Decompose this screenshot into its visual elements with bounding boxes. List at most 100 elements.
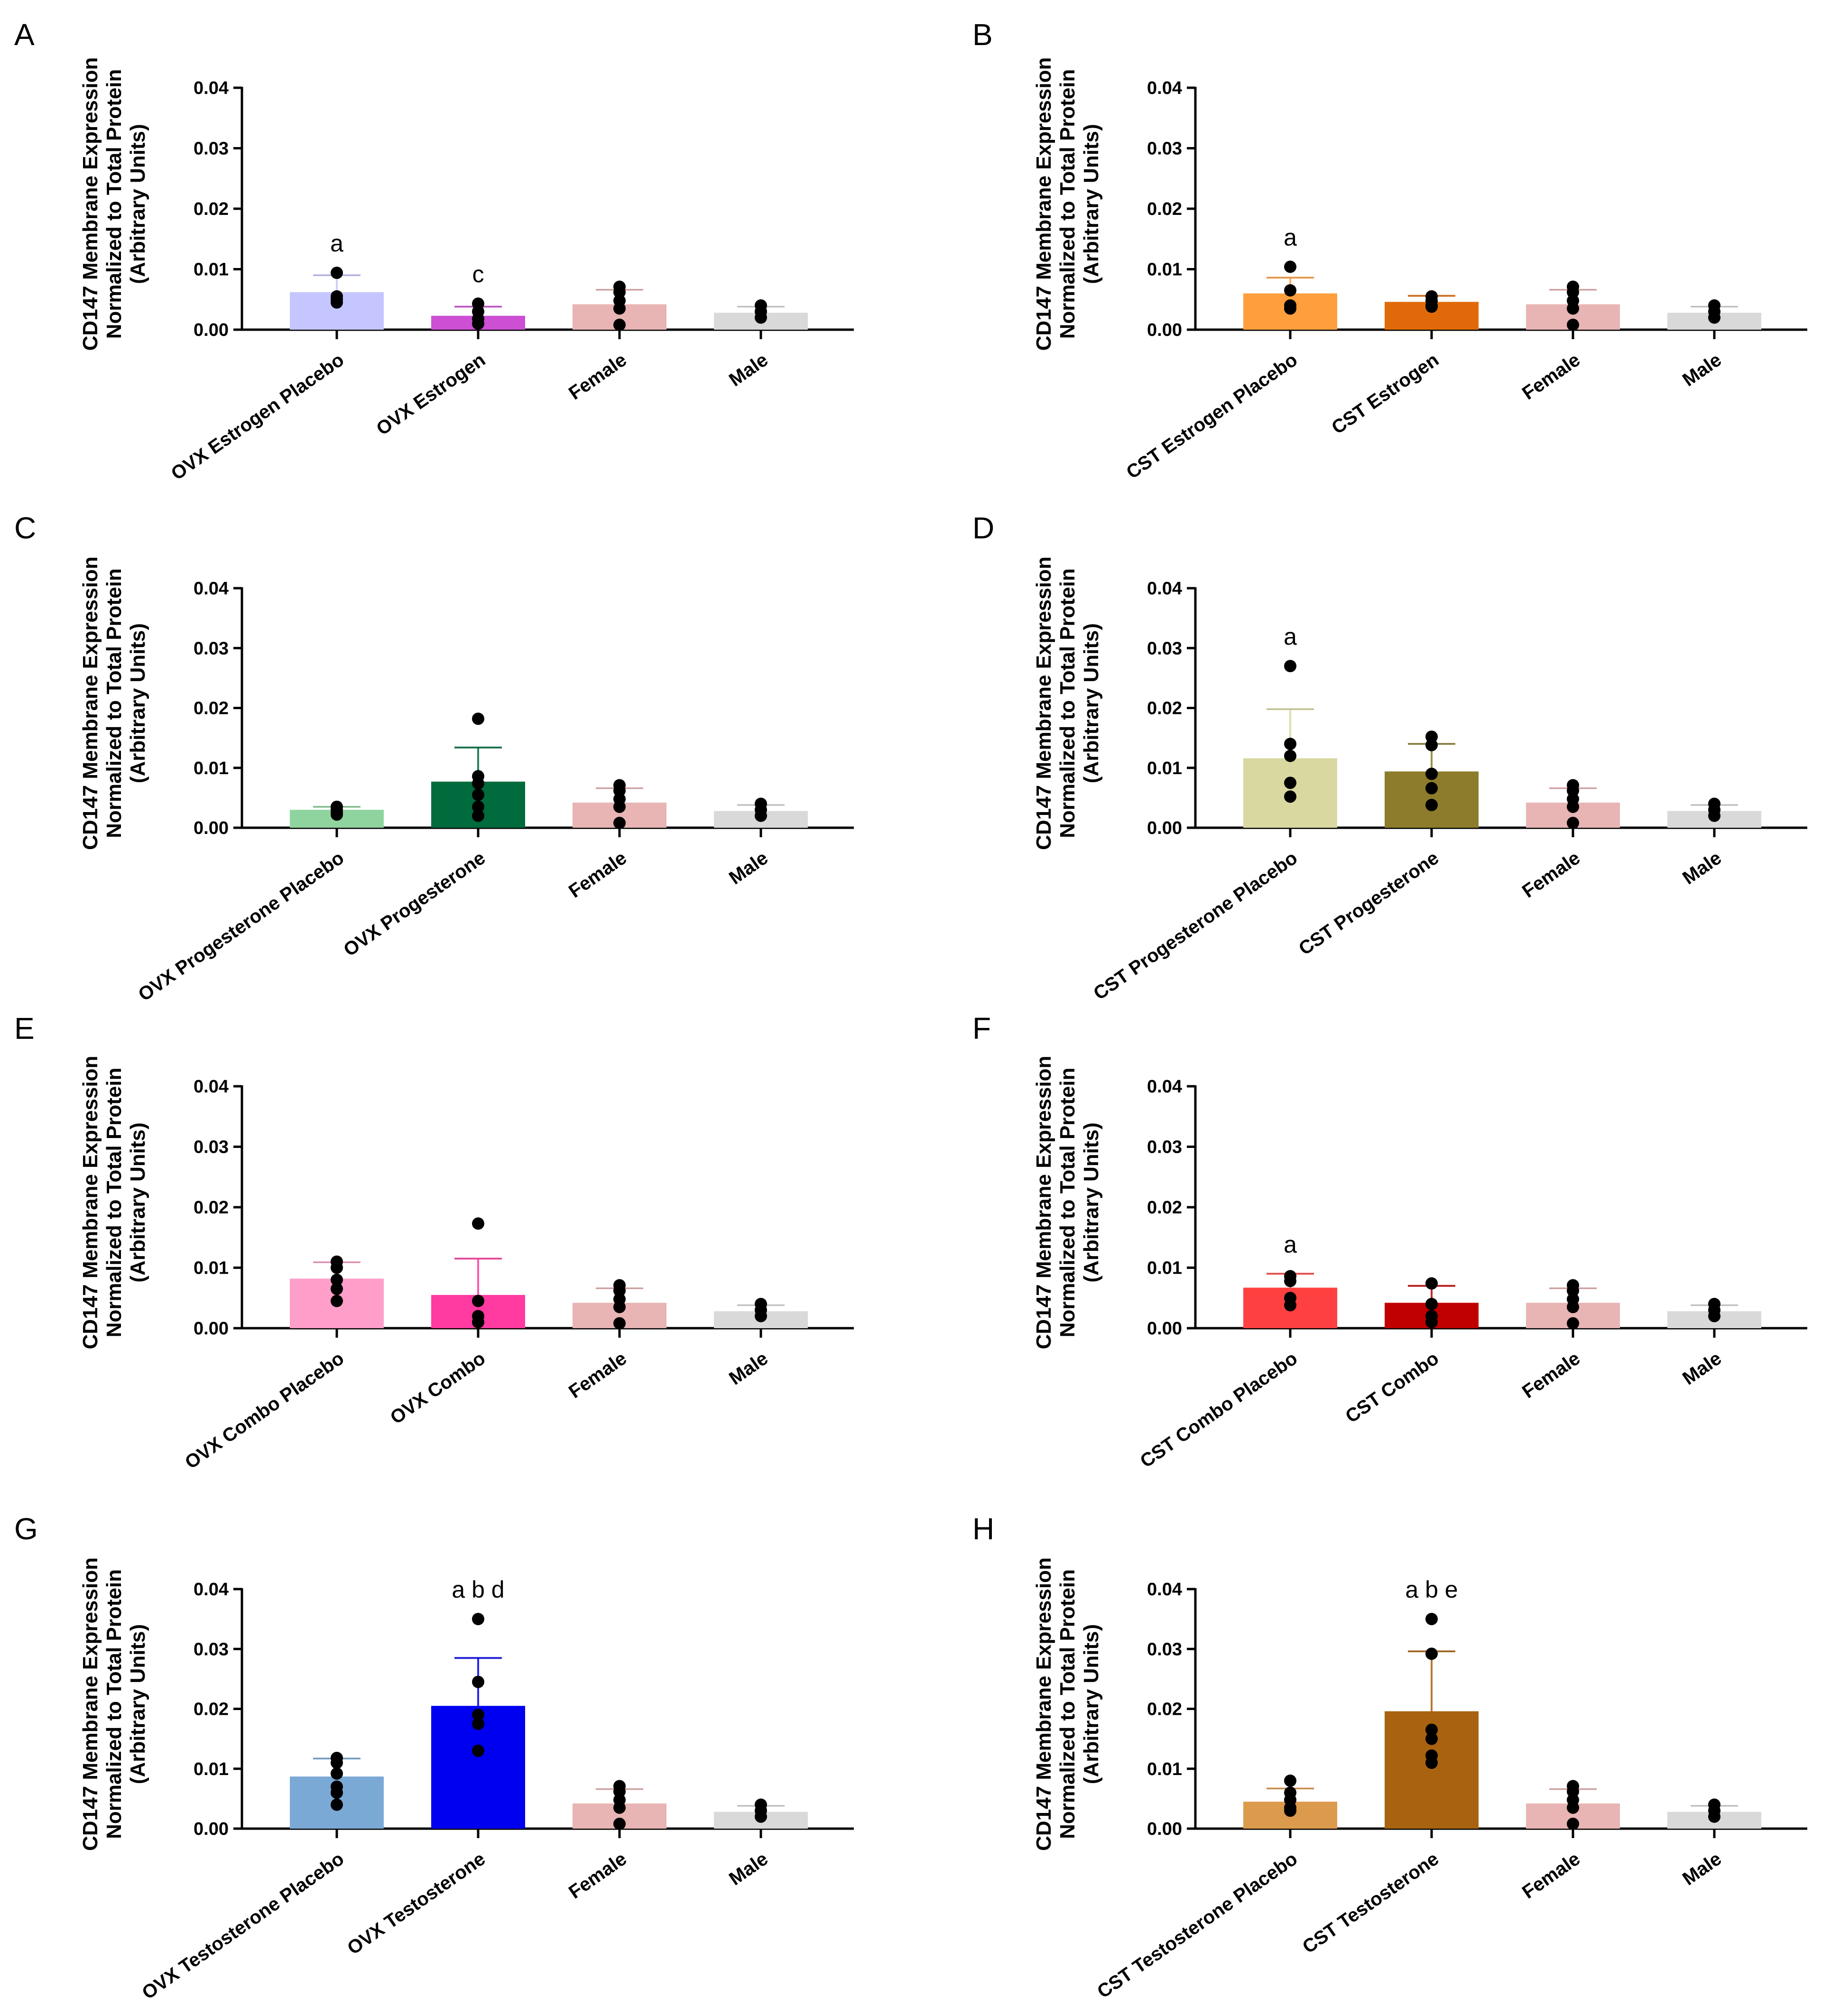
category-label: CST Progesterone Placebo [1090,847,1301,1004]
data-point [331,1274,343,1286]
chart-panel-g: G CD147 Membrane Expression Normalized to … [14,1512,854,2004]
data-point [755,1310,767,1322]
category-label: OVX Testosterone Placebo [139,1848,348,2004]
data-point [472,1316,484,1329]
y-tick-label: 0.02 [194,1700,229,1720]
data-point [472,1613,484,1626]
y-axis-title-line: CD147 Membrane Expression [1032,1557,1055,1851]
y-tick-label: 0.04 [194,1077,229,1097]
y-axis-title-line: (Arbitrary Units) [126,1624,149,1784]
data-point [1425,1723,1438,1736]
data-point [755,311,767,324]
data-point [1567,286,1579,298]
y-axis-title-line: Normalized to Total Protein [102,1068,126,1338]
panel-letter: E [14,1011,35,1045]
y-tick-label: 0.04 [1147,78,1182,98]
y-axis-title-line: CD147 Membrane Expression [79,556,102,850]
y-tick-label: 0.04 [194,1580,229,1600]
chart-panel-c: C CD147 Membrane Expression Normalized to … [14,511,854,1005]
data-point [1425,1613,1438,1626]
bar-group: Female [1518,779,1620,902]
data-point [1567,800,1579,813]
y-tick-label: 0.02 [1147,1198,1182,1218]
significance-label: a b d [452,1576,504,1603]
category-label: Male [725,847,772,888]
data-point [755,809,767,822]
y-tick-label: 0.00 [1147,818,1182,838]
data-point [1567,1801,1579,1814]
data-point [331,1261,343,1274]
y-axis-title-line: CD147 Membrane Expression [79,57,102,351]
data-point [331,1786,343,1799]
y-axis-title-line: (Arbitrary Units) [126,124,149,284]
data-point [755,1810,767,1823]
category-label: CST Estrogen [1328,349,1443,438]
y-axis-title-line: (Arbitrary Units) [1080,1122,1103,1282]
bar-group: CST Combo [1341,1277,1479,1427]
category-label: Female [565,1848,630,1903]
y-tick-label: 0.03 [1147,1639,1182,1659]
category-label: CST Progesterone [1295,847,1443,959]
y-tick-label: 0.02 [194,699,229,719]
category-label: Male [725,1348,772,1389]
y-tick-label: 0.02 [194,1198,229,1218]
category-label: Female [565,349,630,404]
category-label: Female [1518,847,1584,902]
data-point [1425,300,1438,313]
panel-letter: C [14,511,36,545]
bar-group: OVX Combo [387,1217,525,1428]
bar-group: OVX Testosterone Placebo [139,1752,384,2004]
bar-group: OVX Progesterone Placebo [135,800,384,1005]
category-label: OVX Estrogen [373,349,490,439]
bar-group: Female [565,280,666,404]
category-label: CST Estrogen Placebo [1123,349,1302,483]
y-tick-label: 0.03 [194,638,229,658]
data-point [1567,302,1579,315]
bar-group: Female [565,1780,666,1903]
data-point [1284,790,1296,803]
data-point [613,800,626,813]
significance-label: a [1284,1231,1297,1258]
bar-group: Female [565,779,666,902]
y-axis-title-line: Normalized to Total Protein [1056,1068,1079,1338]
bar-group: Female [1518,280,1620,404]
data-point [613,1801,626,1814]
y-tick-label: 0.00 [194,1819,229,1839]
category-label: Male [1679,847,1725,888]
data-point [1284,777,1296,789]
significance-label: c [472,261,484,287]
data-point [472,1295,484,1307]
data-point [1567,318,1579,331]
data-point [472,788,484,801]
data-point [331,1798,343,1811]
category-label: Male [1679,1848,1725,1889]
data-point [472,1675,484,1688]
y-tick-label: 0.01 [1147,1759,1182,1779]
data-point [613,1284,626,1297]
category-label: Male [725,349,772,390]
category-label: CST Testosterone [1299,1848,1443,1958]
data-point [472,1709,484,1721]
bar-group: Male [714,797,808,888]
chart-panel-h: H CD147 Membrane Expression Normalized to … [972,1512,1807,2002]
data-point [331,267,343,279]
bar-group: c OVX Estrogen [373,261,525,440]
bar-group: a b d OVX Testosterone [343,1576,525,1959]
bar-group: Male [1667,1798,1761,1889]
category-label: OVX Combo Placebo [181,1348,348,1473]
data-point [1708,1810,1720,1823]
y-tick-label: 0.03 [1147,638,1182,658]
y-axis-title-line: Normalized to Total Protein [1056,1569,1079,1839]
significance-label: a [1284,623,1297,650]
y-tick-label: 0.04 [1147,1077,1182,1097]
data-point [331,293,343,306]
y-tick-label: 0.02 [1147,199,1182,219]
bar-group: Female [565,1279,666,1402]
data-point [613,286,626,298]
data-point [1284,749,1296,762]
y-axis-title-line: Normalized to Total Protein [1056,568,1079,838]
y-tick-label: 0.03 [1147,139,1182,159]
data-point [1284,660,1296,673]
data-point [1425,782,1438,795]
